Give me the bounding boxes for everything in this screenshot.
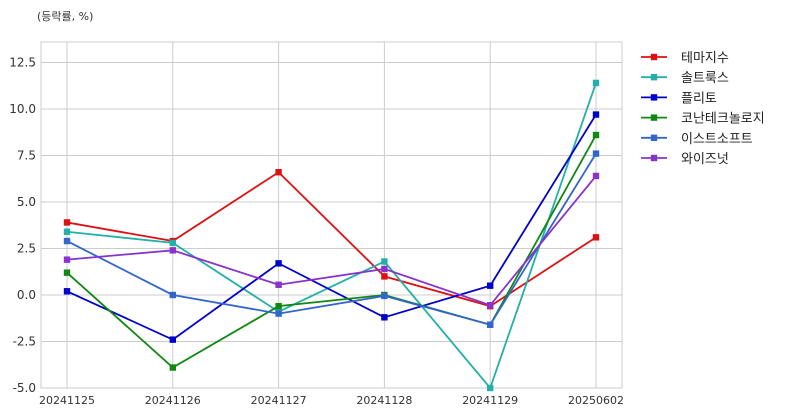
data-point-marker (592, 131, 600, 139)
data-point-marker (275, 310, 282, 317)
data-point-marker (381, 265, 388, 273)
x-tick-label: 20241125 (39, 394, 95, 407)
legend-marker (650, 74, 658, 81)
plot-area (41, 42, 622, 388)
data-point-marker (381, 273, 388, 280)
data-point-marker (169, 291, 176, 299)
plot-frame (40, 41, 623, 389)
y-tick-label: -2.5 (13, 334, 36, 348)
data-point-marker (169, 247, 176, 254)
data-point-marker (381, 258, 388, 265)
x-tick-label: 20241126 (145, 394, 201, 407)
legend-marker (650, 154, 658, 162)
series-line (66, 134, 597, 369)
legend-label: 플리토 (681, 91, 717, 106)
data-point-marker (381, 314, 388, 321)
data-point-marker (63, 219, 71, 226)
legend-label: 테마지수 (681, 51, 729, 66)
y-tick-label: 10.0 (9, 102, 36, 116)
x-tick-label: 20241127 (251, 394, 307, 407)
data-point-marker (487, 302, 494, 309)
data-point-marker (169, 364, 176, 371)
y-tick-label: 2.5 (17, 241, 36, 255)
legend-marker (650, 94, 658, 101)
data-point-marker (63, 228, 71, 235)
legend-marker (650, 134, 658, 141)
data-point-marker (487, 384, 494, 392)
unit-label: (등락률, %) (37, 10, 93, 23)
data-point-marker (487, 321, 494, 328)
data-point-marker (487, 282, 494, 289)
data-point-marker (275, 169, 282, 176)
series-line (66, 114, 597, 341)
x-tick-label: 20250602 (568, 394, 624, 407)
data-point-marker (275, 281, 282, 288)
series-line (66, 175, 597, 307)
data-point-marker (63, 256, 71, 263)
legend-marker (650, 114, 658, 121)
legend-marker (650, 53, 658, 61)
data-point-marker (275, 302, 282, 310)
data-point-marker (63, 269, 71, 276)
data-point-marker (63, 237, 71, 245)
x-tick-label: 20241128 (356, 394, 412, 407)
series-line (66, 82, 597, 390)
data-point-marker (592, 111, 600, 118)
x-tick-label: 20241129 (462, 394, 518, 407)
data-point-marker (275, 260, 282, 267)
data-point-marker (592, 79, 600, 87)
y-tick-label: -5.0 (13, 381, 36, 395)
data-point-marker (592, 150, 600, 157)
data-point-marker (63, 288, 71, 295)
data-point-marker (592, 234, 600, 241)
legend-label: 솔트룩스 (681, 71, 729, 86)
legend-label: 이스트소프트 (681, 132, 753, 147)
legend-label: 와이즈넛 (681, 152, 729, 167)
data-point-marker (381, 292, 388, 300)
y-tick-label: 7.5 (17, 148, 36, 162)
series-line (66, 153, 597, 326)
data-point-marker (592, 172, 600, 180)
y-tick-label: 5.0 (17, 195, 36, 209)
y-tick-label: 0.0 (17, 288, 36, 302)
legend-label: 코난테크놀로지 (681, 112, 765, 127)
data-point-marker (169, 336, 176, 343)
data-point-marker (169, 239, 176, 247)
y-tick-label: 12.5 (9, 55, 36, 69)
